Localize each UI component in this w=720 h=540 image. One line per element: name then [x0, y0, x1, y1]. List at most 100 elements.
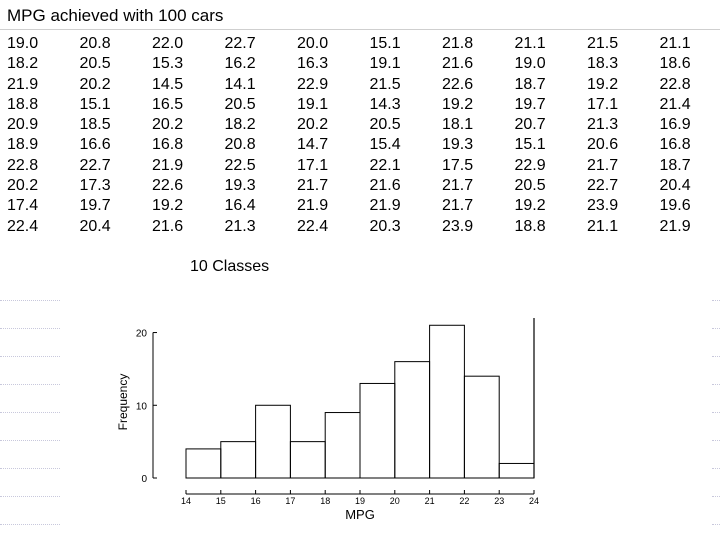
right-rule-line: [712, 496, 720, 497]
x-tick-label: 16: [251, 496, 261, 506]
table-cell: 19.2: [442, 95, 474, 113]
table-cell: 20.5: [224, 95, 256, 113]
table-cell: 22.0: [152, 35, 184, 52]
left-rule-line: [0, 440, 60, 441]
y-tick-label: 0: [141, 474, 147, 485]
title-bar: MPG achieved with 100 cars: [0, 0, 720, 30]
histogram-bar: [463, 375, 500, 479]
left-rule-line: [0, 524, 60, 525]
table-cell: 20.2: [297, 116, 329, 134]
table-cell: 21.7: [297, 177, 329, 195]
table-cell: 20.5: [369, 116, 401, 134]
histogram-bar: [324, 412, 361, 479]
table-cell: 19.7: [514, 95, 546, 113]
table-cell: 19.3: [224, 177, 256, 195]
table-cell: 23.9: [587, 197, 619, 215]
left-rule-line: [0, 412, 60, 413]
left-rule-line: [0, 356, 60, 357]
table-cell: 22.1: [369, 156, 401, 174]
table-cell: 16.9: [659, 116, 691, 134]
left-rule-line: [0, 328, 60, 329]
table-cell: 21.6: [442, 55, 474, 73]
table-cell: 20.9: [7, 116, 39, 134]
right-rule-line: [712, 356, 720, 357]
table-cell: 22.5: [224, 156, 256, 174]
histogram-bar: [289, 441, 326, 479]
table-cell: 21.5: [369, 75, 401, 93]
table-cell: 21.7: [587, 156, 619, 174]
x-tick-label: 15: [216, 496, 226, 506]
left-rule-line: [0, 496, 60, 497]
histogram-chart: 0 10 20 14 15 16 17 18 19 20 21 22 23 24 MPG Frequency: [116, 318, 539, 522]
table-cell: 20.0: [297, 35, 329, 52]
right-rule-line: [712, 524, 720, 525]
table-cell: 22.9: [297, 75, 329, 93]
table-cell: 17.5: [442, 156, 474, 174]
table-cell: 20.2: [152, 116, 184, 134]
table-cell: 21.1: [514, 35, 546, 52]
table-cell: 18.5: [79, 116, 111, 134]
table-cell: 21.9: [369, 197, 401, 215]
table-cell: 21.9: [659, 217, 691, 235]
histogram-bar: [429, 324, 465, 479]
table-cell: 19.1: [369, 55, 401, 73]
table-cell: 19.0: [7, 35, 39, 52]
table-cell: 21.9: [152, 156, 184, 174]
x-tick-label: 22: [459, 496, 469, 506]
table-cell: 20.2: [7, 177, 39, 195]
table-cell: 18.9: [7, 136, 39, 154]
table-cell: 18.6: [659, 55, 691, 73]
table-cell: 21.1: [587, 217, 619, 235]
table-cell: 19.2: [514, 197, 546, 215]
x-tick-label: 23: [494, 496, 504, 506]
table-cell: 20.7: [514, 116, 546, 134]
table-cell: 14.5: [152, 75, 184, 93]
table-cell: 14.3: [369, 95, 401, 113]
table-cell: 19.2: [152, 197, 184, 215]
table-cell: 20.3: [369, 217, 401, 235]
table-cell: 15.1: [514, 136, 546, 154]
right-rule-line: [712, 412, 720, 413]
table-cell: 20.4: [659, 177, 691, 195]
table-cell: 17.3: [79, 177, 111, 195]
histogram-bar: [255, 404, 291, 479]
table-cell: 18.3: [587, 55, 619, 73]
x-tick-label: 21: [425, 496, 435, 506]
right-rule-line: [712, 440, 720, 441]
left-rule-line: [0, 300, 60, 301]
table-cell: 18.8: [514, 217, 546, 235]
table-cell: 20.8: [224, 136, 256, 154]
table-cell: 18.7: [659, 156, 691, 174]
y-tick-label: 10: [136, 401, 148, 412]
table-cell: 19.2: [587, 75, 619, 93]
table-cell: 21.6: [369, 177, 401, 195]
table-cell: 20.5: [79, 55, 111, 73]
table-cell: 17.1: [587, 95, 619, 113]
table-cell: 19.6: [659, 197, 691, 215]
table-cell: 21.9: [297, 197, 329, 215]
table-cell: 22.9: [514, 156, 546, 174]
table-cell: 15.1: [369, 35, 401, 52]
table-cell: 15.3: [152, 55, 184, 73]
table-cell: 21.1: [659, 35, 691, 52]
x-tick-label: 14: [181, 496, 191, 506]
right-rule-line: [712, 328, 720, 329]
table-cell: 19.7: [79, 197, 111, 215]
table-cell: 16.2: [224, 55, 256, 73]
table-cell: 22.7: [587, 177, 619, 195]
table-cell: 18.8: [7, 95, 39, 113]
table-cell: 18.1: [442, 116, 474, 134]
x-tick-label: 18: [320, 496, 330, 506]
table-cell: 17.4: [7, 197, 39, 215]
table-cell: 15.1: [79, 95, 111, 113]
table-cell: 22.4: [297, 217, 329, 235]
table-cell: 18.7: [514, 75, 546, 93]
table-cell: 14.1: [224, 75, 256, 93]
table-cell: 19.3: [442, 136, 474, 154]
table-cell: 15.4: [369, 136, 401, 154]
histogram-bar: [185, 448, 222, 479]
table-cell: 22.7: [224, 35, 256, 52]
table-cell: 22.8: [7, 156, 39, 174]
table-cell: 20.6: [587, 136, 619, 154]
table-cell: 22.6: [152, 177, 184, 195]
